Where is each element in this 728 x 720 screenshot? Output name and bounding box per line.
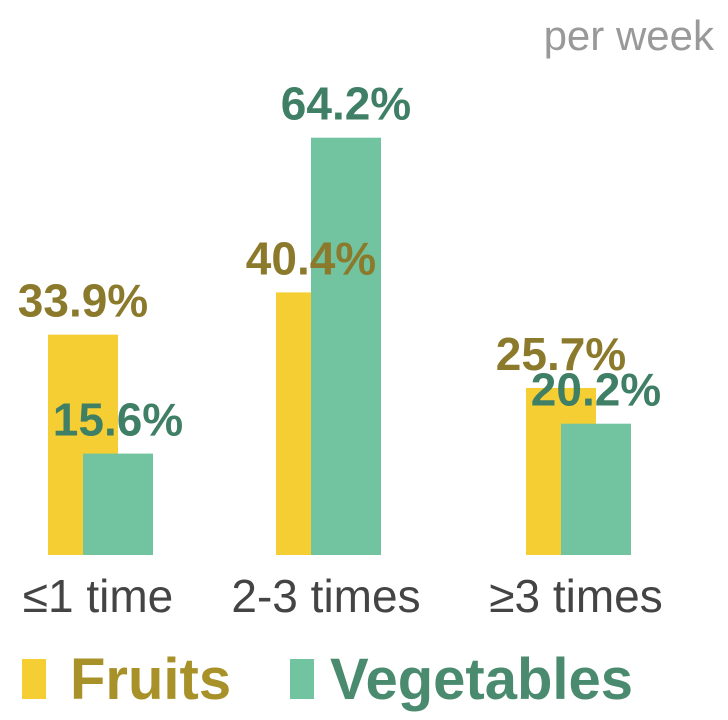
bar-vegetables-2-3-times [311, 137, 381, 555]
data-label-fruits-le1-time: 33.9% [18, 275, 148, 327]
category-label-2-3-times: 2-3 times [231, 570, 420, 622]
legend-label-fruits: Fruits [70, 647, 232, 712]
legend-swatch-vegetables [290, 659, 314, 699]
bar-vegetables-le1-time [83, 453, 153, 555]
category-label-le1-time: ≤1 time [23, 570, 174, 622]
data-label-vegetables-ge3-times: 20.2% [531, 364, 661, 416]
legend-swatch-fruits [22, 659, 46, 699]
legend: Fruits Vegetables [0, 645, 728, 715]
category-label-ge3-times: ≥3 times [489, 570, 663, 622]
data-label-fruits-ge3-times: 25.7% [496, 328, 626, 380]
bar-vegetables-ge3-times [561, 423, 631, 555]
bar-chart: 33.9% 40.4% 25.7% 15.6% 64.2% 20.2% ≤1 time 2-3… [18, 78, 663, 622]
data-label-vegetables-2-3-times: 64.2% [281, 78, 411, 130]
subtitle: per week [543, 12, 714, 59]
legend-label-vegetables: Vegetables [330, 647, 634, 712]
data-label-vegetables-le1-time: 15.6% [53, 394, 183, 446]
data-label-fruits-2-3-times: 40.4% [246, 232, 376, 284]
